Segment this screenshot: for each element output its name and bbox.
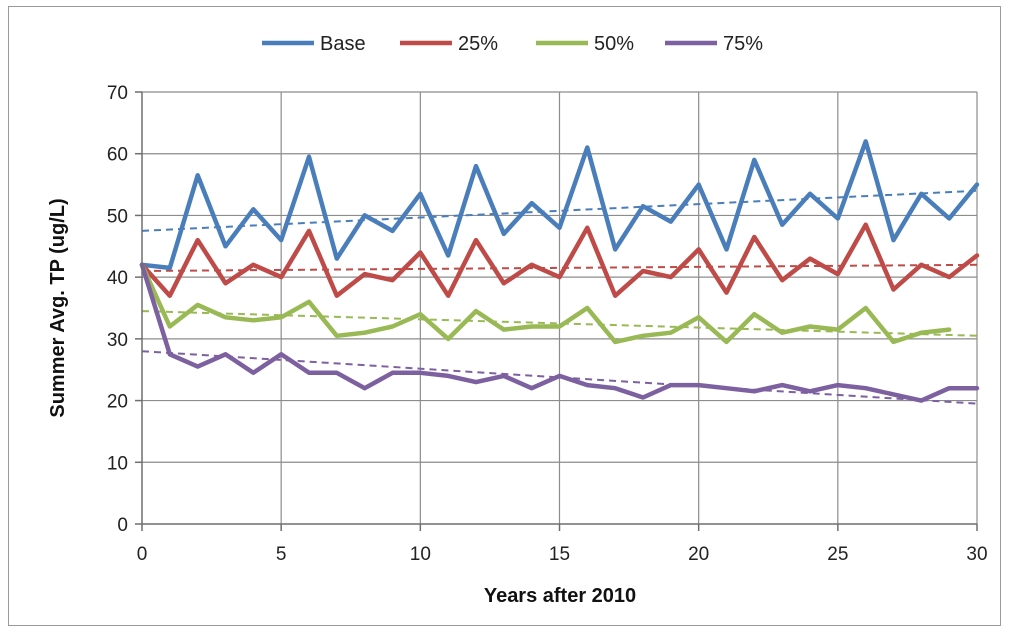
x-tick-label: 5 (276, 544, 287, 565)
y-tick-label: 60 (107, 145, 128, 166)
x-tick-label: 20 (688, 544, 709, 565)
series-lines (139, 139, 980, 403)
legend-label: 75% (723, 33, 763, 55)
y-tick-label: 20 (107, 392, 128, 413)
series-line-25pct (139, 222, 980, 298)
x-tick-label: 25 (827, 544, 848, 565)
y-tick-label: 0 (117, 515, 128, 536)
x-axis-title: Years after 2010 (484, 585, 636, 607)
y-tick-label: 50 (107, 206, 128, 227)
y-tick-label: 30 (107, 330, 128, 351)
y-tick-label: 40 (107, 268, 128, 289)
legend-label: Base (320, 33, 366, 55)
y-tick-label: 70 (107, 83, 128, 104)
legend-item: 50% (536, 33, 634, 55)
trendline-base (141, 189, 978, 232)
legend-item: 25% (400, 33, 498, 55)
series-line-50pct (139, 262, 952, 345)
x-tick-label: 10 (410, 544, 431, 565)
legend: Base 25% 50% 75% (262, 33, 763, 55)
x-tick-label: 15 (549, 544, 570, 565)
axes: 0 10 20 30 40 50 60 70 0 5 10 15 20 25 30 (107, 83, 988, 565)
legend-label: 25% (458, 33, 498, 55)
x-tick-label: 0 (137, 544, 148, 565)
legend-label: 50% (594, 33, 634, 55)
chart-frame (8, 6, 1001, 626)
y-tick-label: 10 (107, 453, 128, 474)
y-axis-title: Summer Avg. TP (ug/L) (47, 198, 69, 417)
legend-item: 75% (665, 33, 763, 55)
series-line-75pct (139, 262, 980, 403)
x-tick-label: 30 (966, 544, 987, 565)
series-line-base (139, 139, 980, 271)
legend-item: Base (262, 33, 366, 55)
gridlines (142, 91, 978, 524)
trendline-75pct (141, 350, 978, 405)
